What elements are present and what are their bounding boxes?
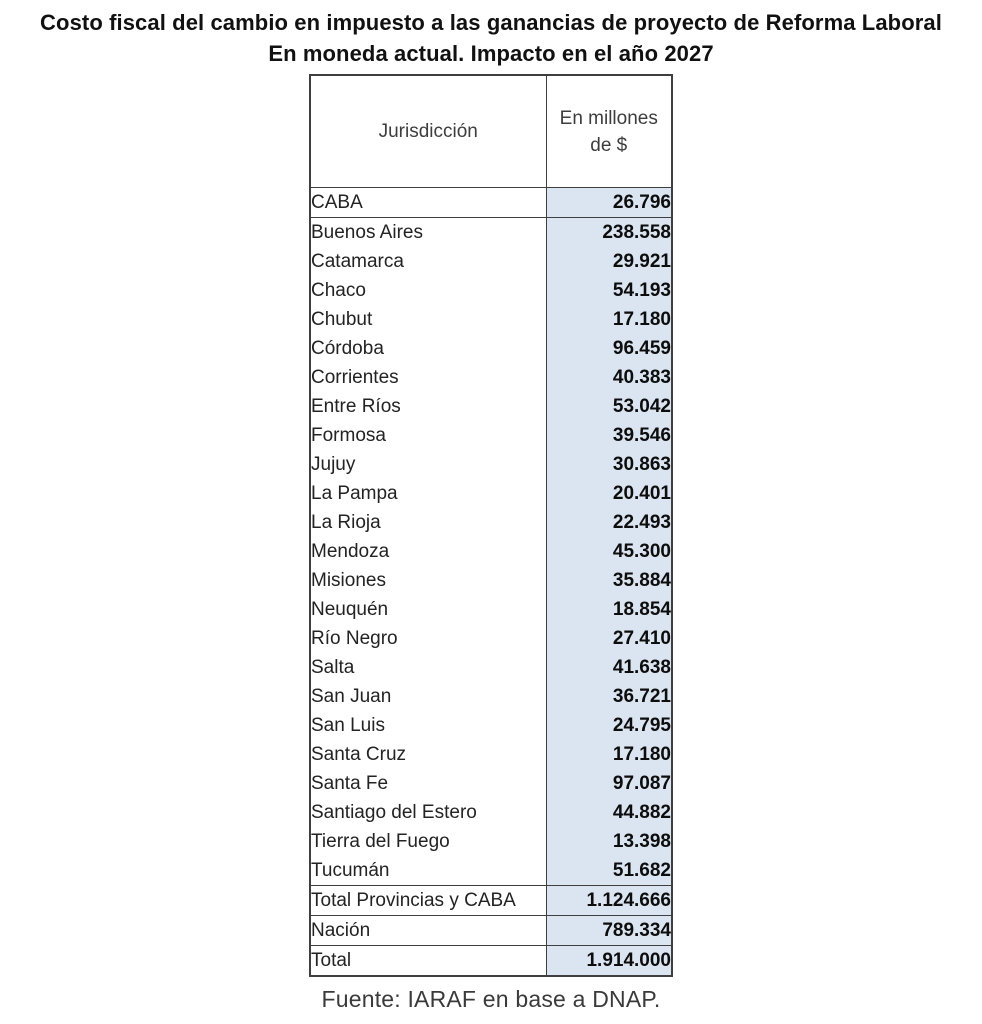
value-cell: 39.546: [545, 421, 673, 450]
jurisdiction-cell: Formosa: [309, 421, 547, 450]
table-header-row: Jurisdicción En millones de $: [309, 74, 673, 188]
table-row: San Luis 24.795: [309, 711, 673, 740]
jurisdiction-cell: Santa Fe: [309, 769, 547, 798]
table-row: Chaco 54.193: [309, 276, 673, 305]
table-row: Mendoza 45.300: [309, 537, 673, 566]
table-row: Santiago del Estero 44.882: [309, 798, 673, 827]
table-row: Formosa 39.546: [309, 421, 673, 450]
table-row: Río Negro 27.410: [309, 624, 673, 653]
value-cell: 45.300: [545, 537, 673, 566]
jurisdiction-cell: Nación: [309, 915, 547, 946]
title-line-1: Costo fiscal del cambio en impuesto a la…: [40, 10, 942, 35]
value-cell: 96.459: [545, 334, 673, 363]
table-row: Jujuy 30.863: [309, 450, 673, 479]
table-row: Catamarca 29.921: [309, 247, 673, 276]
jurisdiction-cell: Chaco: [309, 276, 547, 305]
table-row: Santa Fe 97.087: [309, 769, 673, 798]
column-header-en-millones: En millones de $: [545, 74, 673, 188]
column-header-jurisdiccion: Jurisdicción: [309, 74, 547, 188]
table-row: Total 1.914.000: [309, 945, 673, 977]
jurisdiction-cell: Santa Cruz: [309, 740, 547, 769]
jurisdiction-cell: Tierra del Fuego: [309, 827, 547, 856]
value-cell: 41.638: [545, 653, 673, 682]
value-cell: 40.383: [545, 363, 673, 392]
jurisdiction-cell: Córdoba: [309, 334, 547, 363]
jurisdiction-cell: CABA: [309, 187, 547, 218]
table-row: Misiones 35.884: [309, 566, 673, 595]
jurisdiction-cell: Tucumán: [309, 856, 547, 886]
value-cell: 29.921: [545, 247, 673, 276]
jurisdiction-cell: San Luis: [309, 711, 547, 740]
jurisdiction-cell: Total Provincias y CABA: [309, 885, 547, 916]
jurisdiction-cell: La Rioja: [309, 508, 547, 537]
table-row: Tucumán 51.682: [309, 856, 673, 886]
jurisdiction-cell: Salta: [309, 653, 547, 682]
value-cell: 22.493: [545, 508, 673, 537]
value-cell: 1.124.666: [545, 885, 673, 916]
jurisdiction-cell: Jujuy: [309, 450, 547, 479]
jurisdiction-cell: Neuquén: [309, 595, 547, 624]
table-row: Salta 41.638: [309, 653, 673, 682]
jurisdiction-cell: Chubut: [309, 305, 547, 334]
fiscal-cost-table: Jurisdicción En millones de $ CABA 26.796…: [309, 74, 673, 977]
table-row: Entre Ríos 53.042: [309, 392, 673, 421]
source-note: Fuente: IARAF en base a DNAP.: [321, 986, 661, 1012]
value-cell: 18.854: [545, 595, 673, 624]
table-row: Corrientes 40.383: [309, 363, 673, 392]
table-row: Neuquén 18.854: [309, 595, 673, 624]
jurisdiction-cell: La Pampa: [309, 479, 547, 508]
value-cell: 44.882: [545, 798, 673, 827]
table-row: La Pampa 20.401: [309, 479, 673, 508]
jurisdiction-cell: Mendoza: [309, 537, 547, 566]
value-cell: 13.398: [545, 827, 673, 856]
value-cell: 26.796: [545, 187, 673, 218]
value-cell: 20.401: [545, 479, 673, 508]
value-cell: 97.087: [545, 769, 673, 798]
value-cell: 17.180: [545, 305, 673, 334]
table-row: Nación 789.334: [309, 915, 673, 946]
jurisdiction-cell: Río Negro: [309, 624, 547, 653]
value-cell: 27.410: [545, 624, 673, 653]
table-row: Córdoba 96.459: [309, 334, 673, 363]
value-cell: 24.795: [545, 711, 673, 740]
table-row: San Juan 36.721: [309, 682, 673, 711]
value-cell: 30.863: [545, 450, 673, 479]
jurisdiction-cell: Entre Ríos: [309, 392, 547, 421]
page-title: Costo fiscal del cambio en impuesto a la…: [0, 0, 982, 69]
value-cell: 53.042: [545, 392, 673, 421]
title-line-2: En moneda actual. Impacto en el año 2027: [268, 41, 714, 66]
table-row: Tierra del Fuego 13.398: [309, 827, 673, 856]
table-row: CABA 26.796: [309, 187, 673, 218]
jurisdiction-cell: Total: [309, 945, 547, 977]
jurisdiction-cell: Corrientes: [309, 363, 547, 392]
table-row: Santa Cruz 17.180: [309, 740, 673, 769]
value-cell: 1.914.000: [545, 945, 673, 977]
jurisdiction-cell: Catamarca: [309, 247, 547, 276]
value-cell: 238.558: [545, 217, 673, 247]
value-cell: 789.334: [545, 915, 673, 946]
value-cell: 35.884: [545, 566, 673, 595]
value-cell: 36.721: [545, 682, 673, 711]
jurisdiction-cell: Santiago del Estero: [309, 798, 547, 827]
table-row: Chubut 17.180: [309, 305, 673, 334]
jurisdiction-cell: San Juan: [309, 682, 547, 711]
jurisdiction-cell: Buenos Aires: [309, 217, 547, 247]
table-row: Total Provincias y CABA 1.124.666: [309, 885, 673, 916]
value-cell: 17.180: [545, 740, 673, 769]
table-body: CABA 26.796 Buenos Aires 238.558 Catamarca 29…: [309, 187, 673, 977]
value-cell: 51.682: [545, 856, 673, 886]
jurisdiction-cell: Misiones: [309, 566, 547, 595]
table-row: Buenos Aires 238.558: [309, 217, 673, 247]
table-row: La Rioja 22.493: [309, 508, 673, 537]
value-cell: 54.193: [545, 276, 673, 305]
